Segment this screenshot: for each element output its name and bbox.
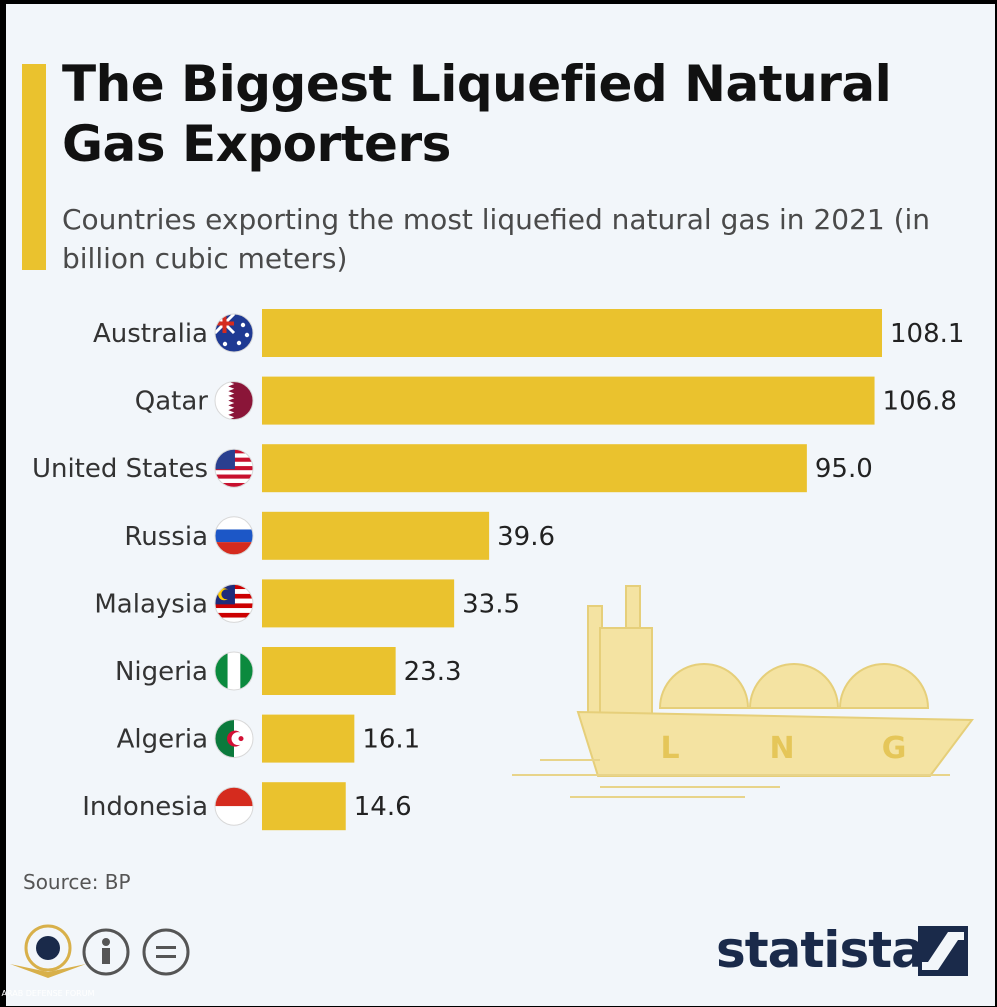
australia-flag-icon xyxy=(214,313,254,353)
category-label: United States xyxy=(32,454,208,484)
arab-defense-forum-watermark: ARAB DEFENSE FORUM xyxy=(2,924,190,998)
bar-australia xyxy=(262,309,882,357)
value-label: 106.8 xyxy=(883,387,957,417)
category-label: Indonesia xyxy=(82,792,208,822)
value-label: 95.0 xyxy=(815,454,873,484)
bar-malaysia xyxy=(262,579,455,628)
category-label: Australia xyxy=(93,319,208,349)
malaysia-flag-icon xyxy=(214,583,254,623)
ship-letter: G xyxy=(882,731,907,766)
category-label: Malaysia xyxy=(94,589,208,619)
value-label: 33.5 xyxy=(462,589,520,619)
chart-subtitle: Countries exporting the most liquefied n… xyxy=(62,203,931,275)
value-label: 39.6 xyxy=(497,522,555,552)
source-note: Source: BP xyxy=(23,870,131,894)
bar-united-states xyxy=(262,444,807,493)
ship-letter: L xyxy=(660,731,679,766)
category-label: Nigeria xyxy=(115,657,208,687)
value-label: 16.1 xyxy=(362,725,420,755)
value-label: 14.6 xyxy=(354,792,412,822)
value-label: 108.1 xyxy=(890,319,964,349)
infographic-card: The Biggest Liquefied Natural Gas Export… xyxy=(6,4,995,1006)
category-label: Algeria xyxy=(117,725,208,755)
value-label: 23.3 xyxy=(404,657,462,687)
statista-logo-icon xyxy=(918,926,968,976)
ship-letter: N xyxy=(769,731,794,766)
russia-flag-icon xyxy=(214,516,254,556)
statista-logo-text: statista xyxy=(716,921,925,979)
bar-indonesia xyxy=(262,782,346,831)
bar-algeria xyxy=(262,714,355,763)
algeria-flag-icon xyxy=(214,719,254,759)
bar-russia xyxy=(262,511,490,560)
category-label: Russia xyxy=(124,522,208,552)
bar-nigeria xyxy=(262,647,396,695)
bar-qatar xyxy=(262,376,875,425)
category-label: Qatar xyxy=(135,387,209,417)
watermark-text: ARAB DEFENSE FORUM xyxy=(2,989,95,998)
indonesia-flag-icon xyxy=(214,786,254,826)
united-states-flag-icon xyxy=(214,448,254,488)
title-accent-bar xyxy=(22,64,46,270)
chart-title: The Biggest Liquefied Natural Gas Export… xyxy=(62,55,892,173)
nigeria-flag-icon xyxy=(214,651,254,691)
qatar-flag-icon xyxy=(214,381,254,421)
